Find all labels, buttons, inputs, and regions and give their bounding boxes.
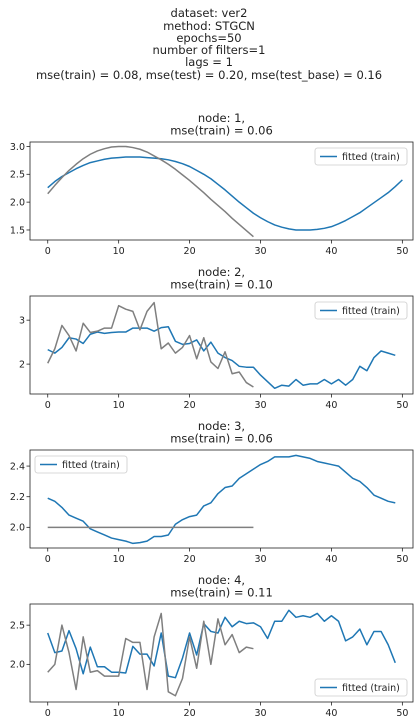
axes-frame [29,141,414,241]
subplot-node-4: node: 4,mse(train) = 0.11 0 10 20 30 40 50 2.0 2… [10,573,414,719]
subplot-node-1: node: 1,mse(train) = 0.06 0 10 20 30 40 50 1.5 2… [10,111,414,257]
x-tick-label: 40 [325,554,337,565]
axes-frame [29,295,414,395]
fitted-train-line [47,609,396,679]
observed-line [47,301,254,388]
y-tick-label: 2.0 [10,523,25,534]
y-tick-label: 2.4 [10,461,25,472]
subplot-title: node: 2, [198,265,245,279]
figure-title-line: method: STGCN [163,19,255,33]
subplot-title: node: 4, [198,573,245,587]
legend: fitted (train) [314,301,408,320]
legend-box [314,301,408,320]
x-tick-label: 10 [113,246,125,257]
x-tick-label: 20 [184,246,196,257]
subplot-title: mse(train) = 0.06 [170,124,273,138]
observed-line [47,145,254,238]
subplot-title: node: 3, [198,419,245,433]
x-tick-label: 10 [113,400,125,411]
x-tick-label: 30 [254,400,266,411]
subplot-title: node: 1, [198,111,245,125]
figure-title-line: number of filters=1 [153,43,266,57]
subplot-title: mse(train) = 0.10 [170,278,273,292]
y-tick-label: 2.0 [10,660,25,671]
legend: fitted (train) [34,455,128,474]
x-tick-label: 0 [45,554,51,565]
x-tick-label: 40 [325,708,337,719]
x-tick-label: 50 [396,708,408,719]
fitted-train-line [47,454,396,545]
legend-label: fitted (train) [342,152,400,163]
figure-title-line: mse(train) = 0.08, mse(test) = 0.20, mse… [36,68,382,82]
fitted-train-line [47,156,403,231]
y-tick-label: 2.0 [10,197,25,208]
x-tick-label: 20 [184,400,196,411]
x-tick-label: 10 [113,708,125,719]
x-tick-label: 30 [254,708,266,719]
x-tick-label: 50 [396,554,408,565]
subplot-title: mse(train) = 0.06 [170,432,273,446]
legend-label: fitted (train) [342,306,400,317]
figure-title-line: dataset: ver2 [171,6,248,20]
y-tick-label: 3 [19,315,25,326]
subplot-title: mse(train) = 0.11 [170,586,273,600]
legend: fitted (train) [314,678,408,697]
y-tick-label: 2 [19,359,25,370]
x-tick-label: 20 [184,708,196,719]
x-tick-label: 20 [184,554,196,565]
x-tick-label: 0 [45,400,51,411]
legend-box [314,147,408,166]
x-tick-label: 30 [254,554,266,565]
observed-line [47,612,254,697]
legend-label: fitted (train) [62,460,120,471]
y-tick-label: 2.5 [10,170,25,181]
figure-title-line: epochs=50 [176,31,241,45]
figure-title: dataset: ver2 method: STGCN epochs=50 nu… [36,6,382,82]
y-tick-label: 3.0 [10,142,25,153]
x-tick-label: 50 [396,400,408,411]
subplot-node-2: node: 2,mse(train) = 0.10 0 10 20 30 40 50 2 3 fi… [19,265,414,411]
x-tick-label: 0 [45,708,51,719]
axes-frame [29,603,414,703]
x-tick-label: 50 [396,246,408,257]
figure-title-line: lags = 1 [185,55,233,69]
y-tick-label: 1.5 [10,225,25,236]
axes-frame [29,449,414,549]
x-tick-label: 30 [254,246,266,257]
subplot-node-3: node: 3,mse(train) = 0.06 0 10 20 30 40 50 2.0 2… [10,419,414,565]
x-tick-label: 40 [325,400,337,411]
x-tick-label: 40 [325,246,337,257]
subplots: node: 1,mse(train) = 0.060 10 20 30 40 501.52… [10,111,414,719]
legend-label: fitted (train) [342,683,400,694]
y-tick-label: 2.2 [10,492,25,503]
x-tick-label: 0 [45,246,51,257]
legend-box [314,678,408,697]
legend-box [34,455,128,474]
fitted-train-line [47,326,396,390]
legend: fitted (train) [314,147,408,166]
x-tick-label: 10 [113,554,125,565]
y-tick-label: 2.5 [10,620,25,631]
